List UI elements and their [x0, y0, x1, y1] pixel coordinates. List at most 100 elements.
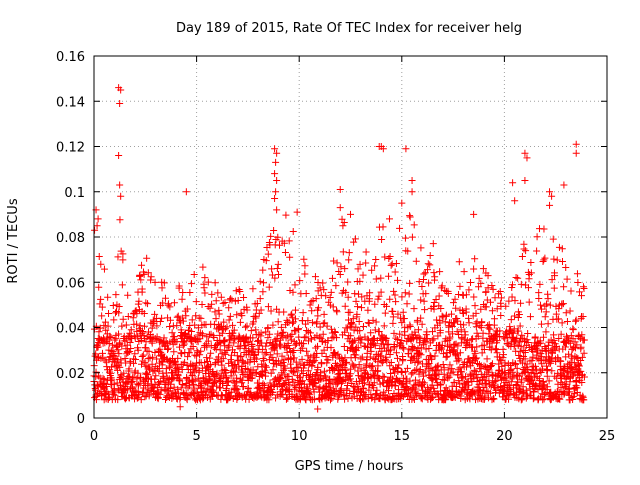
data-point	[372, 318, 380, 326]
data-point	[222, 373, 230, 381]
data-point	[131, 350, 139, 358]
data-point	[151, 278, 159, 286]
data-point	[331, 329, 339, 337]
data-point	[551, 347, 559, 355]
data-point	[127, 344, 135, 352]
data-point	[93, 222, 101, 230]
data-point	[296, 360, 304, 368]
data-point	[370, 379, 378, 387]
data-point	[135, 297, 143, 305]
data-point	[303, 347, 311, 355]
data-point	[286, 345, 294, 353]
data-point	[206, 304, 214, 312]
data-point	[569, 395, 577, 403]
data-point	[308, 335, 316, 343]
data-point	[415, 357, 423, 365]
data-point	[273, 206, 281, 214]
data-point	[302, 289, 310, 297]
data-point	[180, 340, 188, 348]
data-point	[134, 369, 142, 377]
data-point	[425, 344, 433, 352]
data-point	[229, 329, 237, 337]
data-point	[271, 145, 279, 153]
data-point	[160, 334, 168, 342]
data-point	[211, 308, 219, 316]
data-point	[386, 295, 394, 303]
data-point	[126, 329, 134, 337]
data-point	[543, 300, 551, 308]
data-point	[264, 334, 272, 342]
data-point	[117, 86, 125, 94]
data-point	[398, 199, 406, 207]
data-point	[177, 384, 185, 392]
data-point	[472, 323, 480, 331]
data-point	[260, 357, 268, 365]
data-point	[412, 257, 420, 265]
data-point	[357, 339, 365, 347]
data-point	[290, 354, 298, 362]
data-point	[203, 394, 211, 402]
data-point	[138, 360, 146, 368]
data-point	[253, 355, 261, 363]
data-point	[396, 224, 404, 232]
data-point	[278, 352, 286, 360]
y-axis-label: ROTI / TECUs	[6, 198, 21, 283]
data-point	[439, 375, 447, 383]
data-point	[408, 233, 416, 241]
data-point	[280, 239, 288, 247]
data-point	[570, 359, 578, 367]
data-point	[246, 370, 254, 378]
data-point	[363, 349, 371, 357]
data-point	[306, 301, 314, 309]
data-point	[392, 260, 400, 268]
data-point	[134, 300, 142, 308]
data-point	[143, 254, 151, 262]
data-point	[523, 154, 531, 162]
data-point	[96, 324, 104, 332]
data-point	[251, 351, 259, 359]
data-point	[572, 140, 580, 148]
data-point	[450, 346, 458, 354]
data-point	[178, 365, 186, 373]
data-point	[574, 279, 582, 287]
data-point	[322, 292, 330, 300]
data-point	[497, 357, 505, 365]
data-point	[273, 334, 281, 342]
data-point	[470, 375, 478, 383]
data-point	[399, 308, 407, 316]
data-point	[190, 384, 198, 392]
data-point	[211, 279, 219, 287]
data-point	[544, 320, 552, 328]
data-point	[281, 380, 289, 388]
data-point	[359, 322, 367, 330]
data-point	[425, 359, 433, 367]
data-point	[488, 307, 496, 315]
data-point	[301, 262, 309, 270]
data-point	[260, 279, 268, 287]
data-point	[501, 369, 509, 377]
data-point	[507, 378, 515, 386]
data-point	[306, 329, 314, 337]
data-point	[119, 256, 127, 264]
data-point	[142, 299, 150, 307]
data-point	[527, 258, 535, 266]
data-point	[332, 282, 340, 290]
data-point	[373, 336, 381, 344]
data-point	[459, 291, 467, 299]
data-point	[350, 238, 358, 246]
data-point	[401, 331, 409, 339]
data-point	[112, 291, 120, 299]
data-point	[252, 326, 260, 334]
data-point	[285, 237, 293, 245]
data-point	[361, 379, 369, 387]
data-point	[483, 372, 491, 380]
data-point	[438, 345, 446, 353]
data-point	[371, 300, 379, 308]
data-point	[121, 355, 129, 363]
data-point	[229, 321, 237, 329]
data-point	[164, 346, 172, 354]
data-point	[257, 329, 265, 337]
data-point	[333, 334, 341, 342]
data-point	[128, 377, 136, 385]
data-point	[264, 303, 272, 311]
